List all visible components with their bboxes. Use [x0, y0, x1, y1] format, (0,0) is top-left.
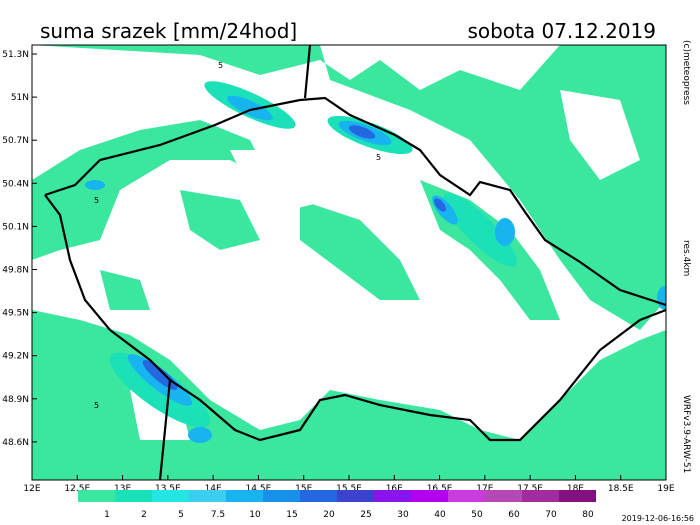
lon-label: 18E: [567, 484, 584, 494]
date: sobota 07.12.2019: [467, 19, 656, 43]
contour-label: 5: [218, 61, 223, 70]
colorbar-label: 20: [323, 510, 335, 520]
colorbar-swatch: [485, 490, 522, 502]
precipitation-field: [32, 45, 666, 480]
colorbar-label: 7.5: [211, 510, 225, 520]
model-name: WRFv3.9-ARW-51: [681, 395, 691, 473]
colorbar-swatch: [337, 490, 374, 502]
lat-label: 48.9N: [2, 395, 29, 405]
colorbar-label: 80: [582, 510, 594, 520]
colorbar-label: 50: [471, 510, 483, 520]
colorbar-swatch: [78, 490, 115, 502]
colorbar-swatch: [263, 490, 300, 502]
lat-label: 49.8N: [2, 266, 29, 276]
colorbar-swatch: [374, 490, 411, 502]
lon-label: 19E: [657, 484, 674, 494]
lon-label: 17.5E: [517, 484, 543, 494]
lat-label: 49.5N: [2, 309, 29, 319]
lon-label: 14E: [205, 484, 222, 494]
lon-label: 12.5E: [64, 484, 90, 494]
title: suma srazek [mm/24hod]: [40, 19, 297, 43]
lon-label: 12E: [23, 484, 40, 494]
colorbar-swatch: [226, 490, 263, 502]
colorbar-swatch: [189, 490, 226, 502]
lat-label: 50.7N: [2, 136, 29, 146]
lat-label: 48.6N: [2, 438, 29, 448]
lat-label: 50.4N: [2, 179, 29, 189]
lat-label: 49.2N: [2, 352, 29, 362]
colorbar-label: 2: [141, 510, 147, 520]
colorbar-label: 5: [178, 510, 184, 520]
contour-label: 5: [94, 401, 99, 410]
colorbar-swatch: [559, 490, 596, 502]
lon-label: 16.5E: [427, 484, 453, 494]
colorbar-label: 1: [104, 510, 110, 520]
lat-label: 51.3N: [2, 50, 29, 60]
lon-label: 16E: [386, 484, 403, 494]
colorbar-label: 15: [286, 510, 297, 520]
colorbar-swatch: [300, 490, 337, 502]
lat-label: 51N: [11, 93, 29, 103]
lon-label: 14.5E: [246, 484, 272, 494]
colorbar-label: 25: [360, 510, 371, 520]
lon-label: 13.5E: [155, 484, 181, 494]
contour-label: 5: [94, 196, 99, 205]
colorbar-label: 10: [249, 510, 261, 520]
colorbar-label: 60: [508, 510, 520, 520]
copyright: (c)meteopress: [681, 40, 691, 105]
lon-label: 13E: [114, 484, 131, 494]
colorbar-label: 40: [434, 510, 446, 520]
colorbar-swatch: [411, 490, 448, 502]
lat-label: 50.1N: [2, 222, 29, 232]
contour-label: 5: [376, 153, 381, 162]
timestamp: 2019-12-06-16:56: [622, 514, 694, 523]
colorbar-swatch: [152, 490, 189, 502]
colorbar-swatch: [522, 490, 559, 502]
lon-label: 17E: [476, 484, 493, 494]
colorbar-label: 70: [545, 510, 557, 520]
lon-label: 15E: [295, 484, 312, 494]
colorbar-swatch: [115, 490, 152, 502]
lon-label: 15.5E: [336, 484, 362, 494]
resolution: res.4km: [681, 240, 691, 276]
lon-label: 18.5E: [608, 484, 634, 494]
colorbar-swatch: [448, 490, 485, 502]
colorbar-label: 30: [397, 510, 409, 520]
